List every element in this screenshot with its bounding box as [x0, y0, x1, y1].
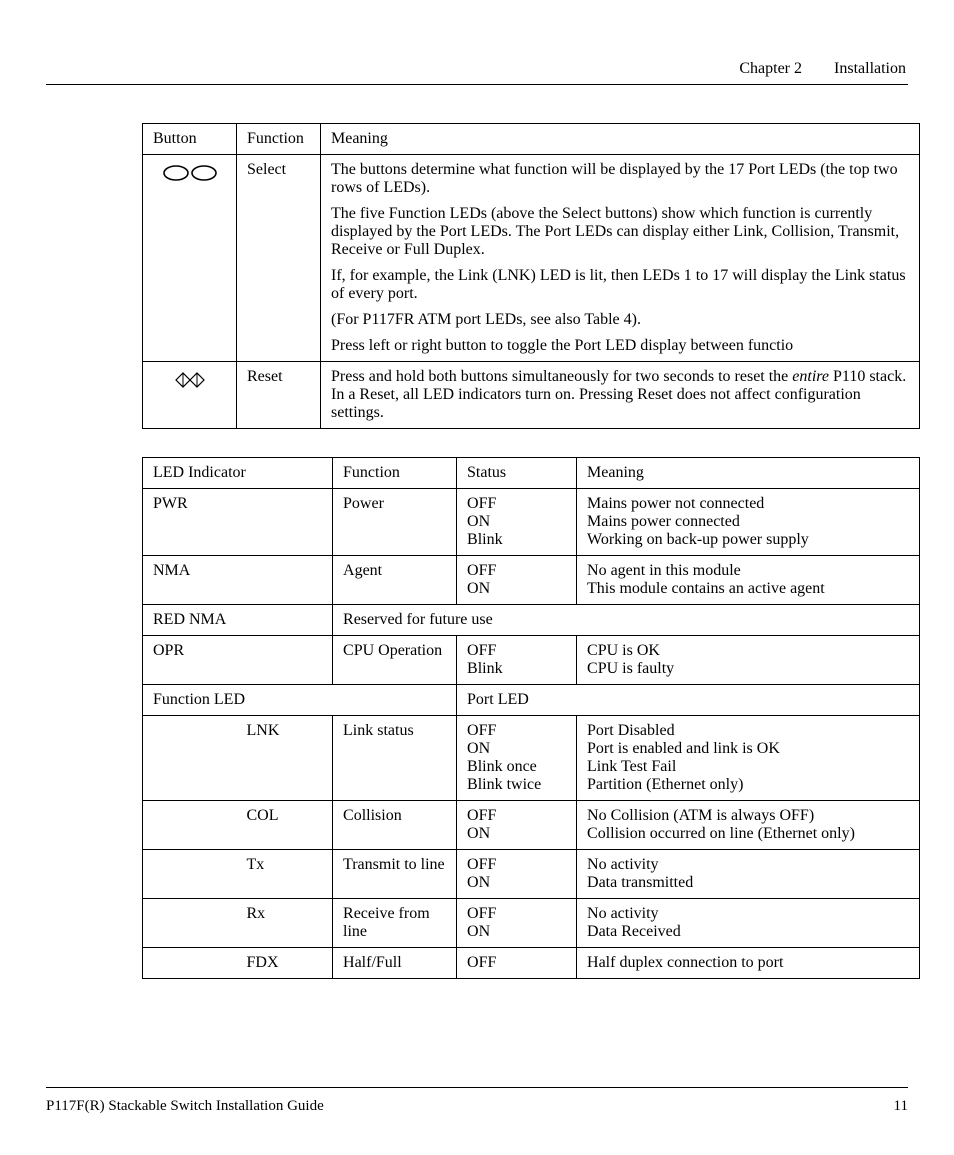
meaning-paragraph: The buttons determine what function will…	[331, 161, 909, 197]
indent-cell	[143, 850, 237, 899]
meaning-cell: Mains power not connectedMains power con…	[577, 489, 920, 556]
indent-cell	[143, 948, 237, 979]
status-cell: OFFBlink	[457, 636, 577, 685]
status-cell: OFFON	[457, 899, 577, 948]
page: Chapter 2 Installation Button Function M…	[0, 0, 954, 1155]
col-header: Meaning	[577, 458, 920, 489]
table-row: COLCollisionOFFONNo Collision (ATM is al…	[143, 801, 920, 850]
table-row: Select The buttons determine what functi…	[143, 155, 920, 362]
status-cell: OFFON	[457, 556, 577, 605]
function-cell: Reset	[237, 362, 321, 429]
meaning-cell: Press and hold both buttons simultaneous…	[321, 362, 920, 429]
col-header: LED Indicator	[143, 458, 333, 489]
table-row: RxReceive from lineOFFONNo activityData …	[143, 899, 920, 948]
table-row: Reset Press and hold both buttons simult…	[143, 362, 920, 429]
table-row: LNKLink statusOFFONBlink onceBlink twice…	[143, 716, 920, 801]
page-header: Chapter 2 Installation	[46, 60, 908, 85]
meaning-cell: Port DisabledPort is enabled and link is…	[577, 716, 920, 801]
led-indicator-table: LED Indicator Function Status Meaning PW…	[142, 457, 920, 979]
led-sub-cell: COL	[237, 801, 333, 850]
meaning-cell: No activityData Received	[577, 899, 920, 948]
meaning-cell: No activityData transmitted	[577, 850, 920, 899]
table-row: NMAAgentOFFONNo agent in this moduleThis…	[143, 556, 920, 605]
footer-title: P117F(R) Stackable Switch Installation G…	[46, 1098, 324, 1114]
table-row: Function LEDPort LED	[143, 685, 920, 716]
indent-cell	[143, 801, 237, 850]
table-row: TxTransmit to lineOFFONNo activityData t…	[143, 850, 920, 899]
meaning-cell: The buttons determine what function will…	[321, 155, 920, 362]
led-sub-cell: FDX	[237, 948, 333, 979]
two-ovals-icon	[162, 163, 218, 183]
function-cell: Power	[333, 489, 457, 556]
led-indicator-cell: PWR	[143, 489, 333, 556]
function-cell: Agent	[333, 556, 457, 605]
section-header-cell: Function LED	[143, 685, 457, 716]
led-sub-cell: LNK	[237, 716, 333, 801]
led-indicator-cell: RED NMA	[143, 605, 333, 636]
meaning-paragraph: If, for example, the Link (LNK) LED is l…	[331, 267, 909, 303]
meaning-cell: No Collision (ATM is always OFF)Collisio…	[577, 801, 920, 850]
meaning-cell: No agent in this moduleThis module conta…	[577, 556, 920, 605]
col-header: Function	[333, 458, 457, 489]
status-cell: OFFONBlink	[457, 489, 577, 556]
table-row: RED NMAReserved for future use	[143, 605, 920, 636]
table-row: OPRCPU OperationOFFBlinkCPU is OKCPU is …	[143, 636, 920, 685]
meaning-paragraph: (For P117FR ATM port LEDs, see also Tabl…	[331, 311, 909, 329]
function-cell: Link status	[333, 716, 457, 801]
function-cell: CPU Operation	[333, 636, 457, 685]
table-row: PWRPowerOFFONBlinkMains power not connec…	[143, 489, 920, 556]
col-header: Status	[457, 458, 577, 489]
led-sub-cell: Tx	[237, 850, 333, 899]
button-icon-cell	[143, 362, 237, 429]
status-cell: OFF	[457, 948, 577, 979]
function-cell: Collision	[333, 801, 457, 850]
status-cell: OFFONBlink onceBlink twice	[457, 716, 577, 801]
header-chapter: Chapter 2	[739, 60, 802, 77]
page-number: 11	[894, 1098, 908, 1115]
col-header: Meaning	[321, 124, 920, 155]
function-cell: Transmit to line	[333, 850, 457, 899]
status-cell: OFFON	[457, 850, 577, 899]
function-cell: Receive from line	[333, 899, 457, 948]
table-header-row: Button Function Meaning	[143, 124, 920, 155]
status-cell: OFFON	[457, 801, 577, 850]
meaning-paragraph: The five Function LEDs (above the Select…	[331, 205, 909, 259]
section-header-cell: Port LED	[457, 685, 920, 716]
header-title: Installation	[834, 60, 906, 77]
button-icon-cell	[143, 155, 237, 362]
led-sub-cell: Rx	[237, 899, 333, 948]
table-row: FDXHalf/FullOFFHalf duplex connection to…	[143, 948, 920, 979]
meaning-cell: Half duplex connection to port	[577, 948, 920, 979]
indent-cell	[143, 899, 237, 948]
meaning-cell: CPU is OKCPU is faulty	[577, 636, 920, 685]
led-indicator-cell: NMA	[143, 556, 333, 605]
col-header: Function	[237, 124, 321, 155]
function-cell: Half/Full	[333, 948, 457, 979]
reserved-cell: Reserved for future use	[333, 605, 920, 636]
meaning-paragraph: Press left or right button to toggle the…	[331, 337, 909, 355]
col-header: Button	[143, 124, 237, 155]
table-gap	[46, 429, 908, 457]
page-footer: P117F(R) Stackable Switch Installation G…	[46, 1087, 908, 1115]
indent-cell	[143, 716, 237, 801]
led-indicator-cell: OPR	[143, 636, 333, 685]
double-diamond-icon	[168, 370, 212, 390]
button-function-table: Button Function Meaning Select The butto…	[142, 123, 920, 429]
table-header-row: LED Indicator Function Status Meaning	[143, 458, 920, 489]
function-cell: Select	[237, 155, 321, 362]
